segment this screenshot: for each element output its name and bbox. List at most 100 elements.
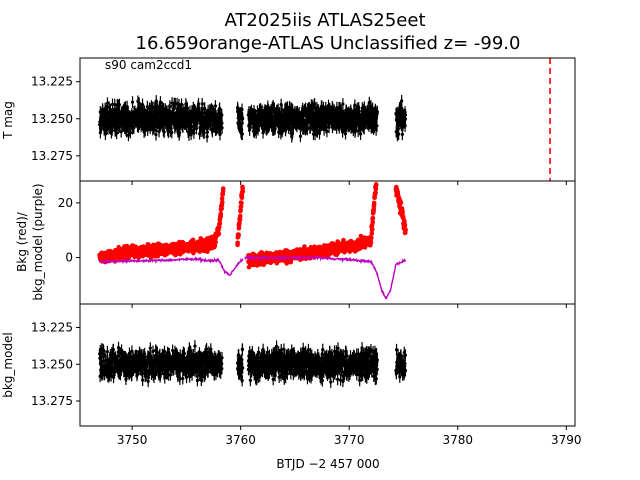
bkg-point xyxy=(369,226,375,232)
flux-point xyxy=(240,107,244,112)
flux-point xyxy=(126,133,131,137)
bkg-point xyxy=(213,239,218,245)
flux-point xyxy=(105,101,110,105)
flux-point xyxy=(257,124,261,128)
bkg-point xyxy=(216,231,222,237)
bkg-point xyxy=(373,190,378,196)
flux-point xyxy=(155,350,159,355)
bkg-point xyxy=(236,232,241,238)
flux-point xyxy=(339,109,343,113)
flux-point xyxy=(358,132,363,136)
flux-point xyxy=(145,369,149,373)
flux-point xyxy=(137,101,141,105)
bkg-model-line xyxy=(244,254,407,300)
flux-point xyxy=(190,128,194,133)
flux-point xyxy=(111,375,116,379)
bkg-point xyxy=(402,222,408,228)
y-tick-label: 20 xyxy=(58,196,73,210)
figure-title-line2: 16.659orange-ATLAS Unclassified z= -99.0 xyxy=(136,33,521,54)
bkg-point xyxy=(212,243,218,248)
bkg-point xyxy=(239,195,245,201)
flux-point xyxy=(400,132,404,136)
flux-point xyxy=(154,133,158,137)
flux-point xyxy=(185,106,190,110)
flux-point xyxy=(315,129,320,133)
panel-data xyxy=(98,340,408,388)
flux-point xyxy=(128,130,132,135)
flux-point xyxy=(400,99,404,103)
flux-point xyxy=(397,132,401,136)
panel-data xyxy=(97,182,408,300)
bkg-point xyxy=(218,211,224,217)
bkg-point xyxy=(235,240,240,246)
flux-point xyxy=(203,106,207,110)
flux-point xyxy=(375,124,379,128)
flux-point xyxy=(130,349,134,353)
panel-top: 13.225 13.250 13.275 xyxy=(31,57,576,185)
bkg-point xyxy=(400,210,405,215)
bkg-point xyxy=(217,220,223,226)
flux-point xyxy=(317,131,322,136)
bkg-point xyxy=(237,217,243,222)
flux-point xyxy=(403,124,407,128)
flux-point xyxy=(213,104,218,108)
bkg-point xyxy=(373,186,379,192)
bkg-point xyxy=(219,196,225,201)
bkg-point xyxy=(237,213,243,219)
flux-point xyxy=(102,348,106,353)
flux-point xyxy=(343,131,348,136)
y-tick-label: 13.225 xyxy=(31,75,73,89)
flux-point xyxy=(148,346,152,350)
panel-data xyxy=(98,58,551,181)
flux-point xyxy=(220,126,224,130)
bkg-point xyxy=(219,199,225,205)
y-tick-label: 13.275 xyxy=(31,149,73,163)
bkg-point xyxy=(240,189,246,194)
bkg-point xyxy=(219,206,224,211)
flux-point xyxy=(117,103,122,107)
flux-point xyxy=(325,129,329,133)
flux-point xyxy=(298,134,303,138)
bkg-point xyxy=(370,219,376,225)
bkg-point xyxy=(238,204,244,209)
bkg-point xyxy=(371,200,377,206)
flux-point xyxy=(362,126,366,131)
flux-point xyxy=(220,113,224,117)
flux-point xyxy=(158,372,163,376)
bkg-point xyxy=(237,220,242,226)
flux-point xyxy=(162,130,166,134)
flux-point xyxy=(105,350,109,354)
y-tick-label: 0 xyxy=(65,251,73,265)
bkg-point xyxy=(369,235,374,241)
flux-point xyxy=(158,100,163,104)
bkg-model-line xyxy=(99,256,244,276)
flux-point xyxy=(241,117,245,121)
flux-point xyxy=(130,100,135,104)
figure-title-line1: AT2025iis ATLAS25eet xyxy=(224,10,425,31)
flux-point xyxy=(403,113,408,117)
y-tick-label: 13.250 xyxy=(31,112,73,126)
flux-point xyxy=(170,130,174,134)
bkg-point xyxy=(368,240,374,245)
flux-point xyxy=(341,102,345,106)
flux-point xyxy=(143,355,147,359)
flux-point xyxy=(132,126,136,130)
flux-point xyxy=(178,130,182,135)
bkg-point xyxy=(369,231,375,236)
flux-point xyxy=(119,130,123,134)
panel-frame xyxy=(79,180,576,305)
flux-point xyxy=(218,106,222,110)
flux-point xyxy=(162,349,167,354)
flux-point xyxy=(110,102,115,107)
flux-point xyxy=(313,132,317,137)
flux-point xyxy=(192,131,196,135)
flux-point xyxy=(125,129,129,134)
bkg-point xyxy=(373,182,379,188)
flux-point xyxy=(367,101,371,105)
flux-point xyxy=(200,102,204,106)
bkg-point xyxy=(370,215,376,221)
flux-point xyxy=(357,109,361,113)
flux-point xyxy=(179,102,184,106)
